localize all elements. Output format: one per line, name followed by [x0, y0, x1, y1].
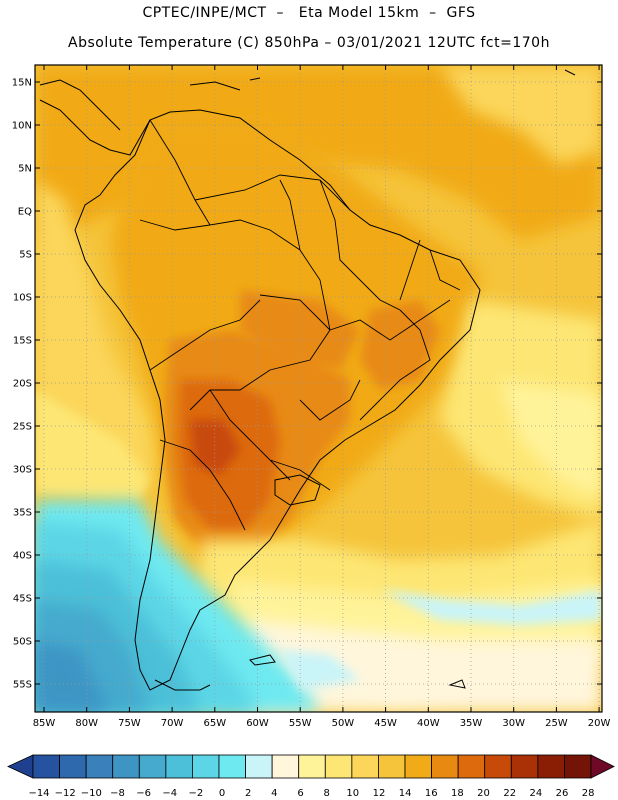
colorbar-label: 16: [425, 788, 438, 799]
colorbar-swatch: [59, 754, 87, 779]
colorbar-swatch: [457, 754, 486, 779]
lon-label: 20W: [588, 718, 611, 729]
colorbar-swatch: [192, 754, 220, 779]
lon-label: 30W: [502, 718, 525, 729]
colorbar-swatch: [564, 754, 592, 779]
colorbar-swatch: [298, 754, 326, 779]
lat-label: 10S: [13, 293, 32, 304]
colorbar-label: 26: [556, 788, 569, 799]
colorbar-label: 0: [219, 788, 225, 799]
map-subtitle: Absolute Temperature (C) 850hPa – 03/01/…: [68, 35, 550, 51]
colorbar-swatch: [32, 754, 60, 779]
lat-label: 45S: [13, 594, 32, 605]
colorbar-label: 20: [477, 788, 490, 799]
colorbar-label: 2: [245, 788, 251, 799]
map-frame: [34, 64, 603, 713]
lon-label: 40W: [417, 718, 440, 729]
colorbar-label: 4: [271, 788, 277, 799]
colorbar-label: −12: [55, 788, 76, 799]
colorbar-swatch: [484, 754, 512, 779]
colorbar-labels: −14 −12 −10 −8 −6 −4 −2 0 2 4 6 8 10 12 14 16 18 20 22 24 26…: [28, 788, 594, 799]
colorbar-swatch: [378, 754, 406, 779]
colorbar-swatch: [351, 754, 379, 779]
colorbar-swatch: [324, 754, 353, 779]
colorbar-label: −2: [189, 788, 204, 799]
lon-label: 25W: [545, 718, 568, 729]
colorbar-swatch: [404, 754, 432, 779]
lon-label: 45W: [374, 718, 397, 729]
colorbar-max-triangle: [590, 754, 615, 779]
lat-label: 40S: [13, 551, 32, 562]
colorbar-label: −4: [162, 788, 177, 799]
latitude-labels: 15N 10N 5N EQ 5S 10S 15S 20S 25S 30S 35S 40S 45S 50S 5…: [12, 78, 602, 691]
lat-label: EQ: [18, 207, 32, 218]
lat-label: 35S: [13, 508, 32, 519]
colorbar-swatch: [271, 754, 300, 779]
colorbar-swatch: [245, 754, 273, 779]
colorbar-swatch: [85, 754, 114, 779]
lon-label: 70W: [161, 718, 184, 729]
graticule: [35, 65, 602, 712]
lat-label: 5N: [18, 164, 32, 175]
central-america-coastline: [39, 79, 151, 156]
colorbar-label: −14: [28, 788, 49, 799]
colorbar-swatch: [138, 754, 167, 779]
lon-label: 55W: [289, 718, 312, 729]
lon-label: 65W: [203, 718, 226, 729]
lat-label: 20S: [13, 379, 32, 390]
temperature-field: [35, 65, 602, 712]
colorbar-swatch: [112, 754, 140, 779]
lat-label: 30S: [13, 465, 32, 476]
colorbar-swatch: [165, 754, 193, 779]
lat-label: 25S: [13, 422, 32, 433]
colorbar-label: 10: [346, 788, 359, 799]
colorbar-min-triangle: [7, 754, 34, 779]
lat-label: 15N: [12, 78, 32, 89]
colorbar-swatch: [431, 754, 459, 779]
lat-label: 5S: [19, 250, 32, 261]
lat-label: 50S: [13, 637, 32, 648]
colorbar-label: 28: [582, 788, 595, 799]
lon-label: 75W: [118, 718, 141, 729]
longitude-labels: 85W 80W 75W 70W 65W 60W 55W 50W 45W 40W 35W 30W 25W 2…: [33, 65, 611, 729]
colorbar-swatch: [537, 754, 565, 779]
temperature-colorbar: [7, 754, 615, 779]
colorbar-label: −8: [110, 788, 125, 799]
lon-label: 35W: [460, 718, 483, 729]
lon-label: 50W: [332, 718, 355, 729]
colorbar-label: 14: [399, 788, 412, 799]
lon-label: 85W: [33, 718, 56, 729]
colorbar-label: 22: [503, 788, 516, 799]
colorbar-label: −6: [136, 788, 151, 799]
map-title: CPTEC/INPE/MCT – Eta Model 15km – GFS: [142, 5, 476, 21]
colorbar-label: 8: [323, 788, 329, 799]
colorbar-label: 6: [297, 788, 303, 799]
colorbar-swatch: [218, 754, 246, 779]
colorbar-label: 24: [529, 788, 542, 799]
colorbar-label: −10: [81, 788, 102, 799]
lon-label: 80W: [75, 718, 98, 729]
south-america-coastline: [74, 109, 481, 691]
colorbar-label: 18: [451, 788, 464, 799]
lat-label: 15S: [13, 336, 32, 347]
lat-label: 10N: [12, 121, 32, 132]
country-borders: [139, 119, 461, 531]
lon-label: 60W: [246, 718, 269, 729]
lat-label: 55S: [13, 680, 32, 691]
colorbar-swatch: [510, 754, 539, 779]
colorbar-label: 12: [373, 788, 386, 799]
coastlines-and-borders: [39, 69, 576, 691]
